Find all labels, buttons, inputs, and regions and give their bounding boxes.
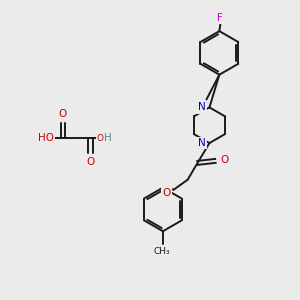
Text: O: O — [86, 157, 95, 167]
Text: F: F — [218, 13, 223, 23]
Text: N: N — [198, 102, 206, 112]
Text: CH₃: CH₃ — [154, 247, 170, 256]
Text: O: O — [163, 188, 171, 198]
Text: HO: HO — [38, 133, 54, 143]
Text: N: N — [198, 138, 206, 148]
Text: O: O — [97, 134, 104, 142]
Text: O: O — [59, 109, 67, 119]
Text: O: O — [220, 155, 228, 165]
Text: H: H — [103, 133, 111, 143]
